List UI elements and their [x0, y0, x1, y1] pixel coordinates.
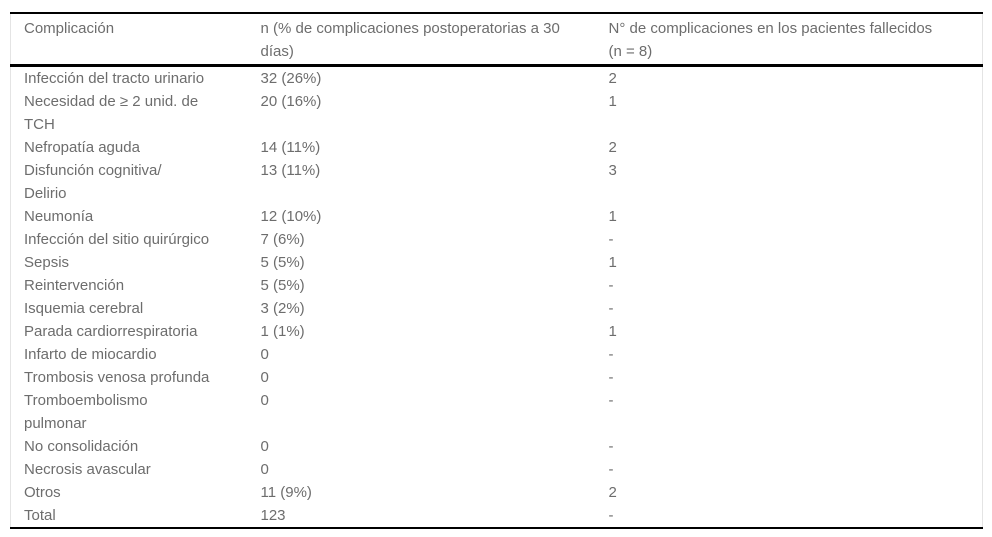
cell-n-percent: 20 (16%) [260, 93, 322, 110]
cell-complication: Sepsis [24, 254, 70, 271]
table-row: Nefropatía aguda 14 (11%) 2 [11, 136, 983, 159]
table-row: Reintervención 5 (5%) - [11, 274, 983, 297]
col-header-n-percent-30-days: n (% de complicaciones postoperatorias a… [260, 13, 609, 67]
cell-complication: Neumonía [24, 208, 94, 225]
cell-n-percent: 0 [260, 346, 269, 363]
table-row: Isquemia cerebral 3 (2%) - [11, 297, 983, 320]
cell-n-percent: 5 (5%) [260, 254, 305, 271]
cell-n-percent: 32 (26%) [260, 70, 322, 87]
cell-n-percent: 0 [260, 392, 269, 409]
cell-complication: Necrosis avascular [24, 461, 151, 478]
cell-n-percent: 1 (1%) [260, 323, 305, 340]
cell-deceased-count: 2 [608, 70, 617, 87]
table-row: Tromboembolismo pulmonar 0 - [11, 389, 983, 435]
cell-deceased-count: 1 [608, 254, 617, 271]
cell-deceased-count: - [608, 277, 614, 294]
cell-complication: Infección del tracto urinario [24, 70, 205, 87]
cell-deceased-count: 3 [608, 162, 617, 179]
cell-deceased-count: 1 [608, 208, 617, 225]
table-row: No consolidación 0 - [11, 435, 983, 458]
table-body: Infección del tracto urinario 32 (26%) 2… [11, 66, 983, 529]
table-row: Parada cardiorrespiratoria 1 (1%) 1 [11, 320, 983, 343]
cell-deceased-count: - [608, 392, 614, 409]
cell-n-percent: 3 (2%) [260, 300, 305, 317]
cell-deceased-count: - [608, 507, 614, 524]
table-row: Total 123 - [11, 504, 983, 528]
cell-deceased-count: - [608, 346, 614, 363]
cell-deceased-count: 1 [608, 323, 617, 340]
table-header: Complicación n (% de complicaciones post… [10, 13, 983, 67]
cell-complication: Trombosis venosa profunda [24, 369, 210, 386]
table-row: Sepsis 5 (5%) 1 [11, 251, 983, 274]
table-row: Infarto de miocardio 0 - [11, 343, 983, 366]
cell-complication: Necesidad de ≥ 2 unid. de TCH [24, 93, 199, 133]
table-row: Trombosis venosa profunda 0 - [11, 366, 983, 389]
cell-deceased-count: 2 [608, 484, 617, 501]
cell-n-percent: 11 (9%) [260, 484, 312, 501]
cell-n-percent: 0 [260, 438, 269, 455]
cell-n-percent: 12 (10%) [260, 208, 322, 225]
table-header-row: Complicación n (% de complicaciones post… [10, 13, 983, 67]
cell-complication: Parada cardiorrespiratoria [24, 323, 198, 340]
cell-n-percent: 0 [260, 369, 269, 386]
cell-complication: Infarto de miocardio [24, 346, 157, 363]
col-header-complication: Complicación [10, 13, 261, 67]
table-row: Neumonía 12 (10%) 1 [11, 205, 983, 228]
cell-complication: No consolidación [24, 438, 139, 455]
cell-deceased-count: - [608, 438, 614, 455]
cell-deceased-count: - [608, 231, 614, 248]
table-row: Otros 11 (9%) 2 [11, 481, 983, 504]
cell-n-percent: 0 [260, 461, 269, 478]
cell-n-percent: 5 (5%) [260, 277, 305, 294]
cell-complication: Reintervención [24, 277, 125, 294]
table-row: Disfunción cognitiva/ Delirio 13 (11%) 3 [11, 159, 983, 205]
postoperative-complications-table: Complicación n (% de complicaciones post… [10, 12, 983, 529]
cell-complication: Isquemia cerebral [24, 300, 144, 317]
cell-complication: Infección del sitio quirúrgico [24, 231, 210, 248]
cell-deceased-count: - [608, 369, 614, 386]
cell-deceased-count: 1 [608, 93, 617, 110]
cell-complication: Nefropatía aguda [24, 139, 140, 156]
cell-n-percent: 13 (11%) [260, 162, 321, 179]
cell-deceased-count: 2 [608, 139, 617, 156]
complications-table-container: Complicación n (% de complicaciones post… [10, 12, 983, 529]
cell-n-percent: 123 [260, 507, 286, 524]
cell-complication: Otros [24, 484, 61, 501]
table-row: Infección del sitio quirúrgico 7 (6%) - [11, 228, 983, 251]
cell-complication: Disfunción cognitiva/ Delirio [24, 162, 162, 202]
cell-deceased-count: - [608, 300, 614, 317]
table-row: Necrosis avascular 0 - [11, 458, 983, 481]
col-header-deceased-patients: N° de complicaciones en los pacientes fa… [608, 13, 983, 67]
table-row: Necesidad de ≥ 2 unid. de TCH 20 (16%) 1 [11, 90, 983, 136]
cell-n-percent: 14 (11%) [260, 139, 321, 156]
cell-n-percent: 7 (6%) [260, 231, 305, 248]
table-row: Infección del tracto urinario 32 (26%) 2 [11, 66, 983, 91]
cell-complication: Total [24, 507, 56, 524]
cell-complication: Tromboembolismo pulmonar [24, 392, 148, 432]
cell-deceased-count: - [608, 461, 614, 478]
